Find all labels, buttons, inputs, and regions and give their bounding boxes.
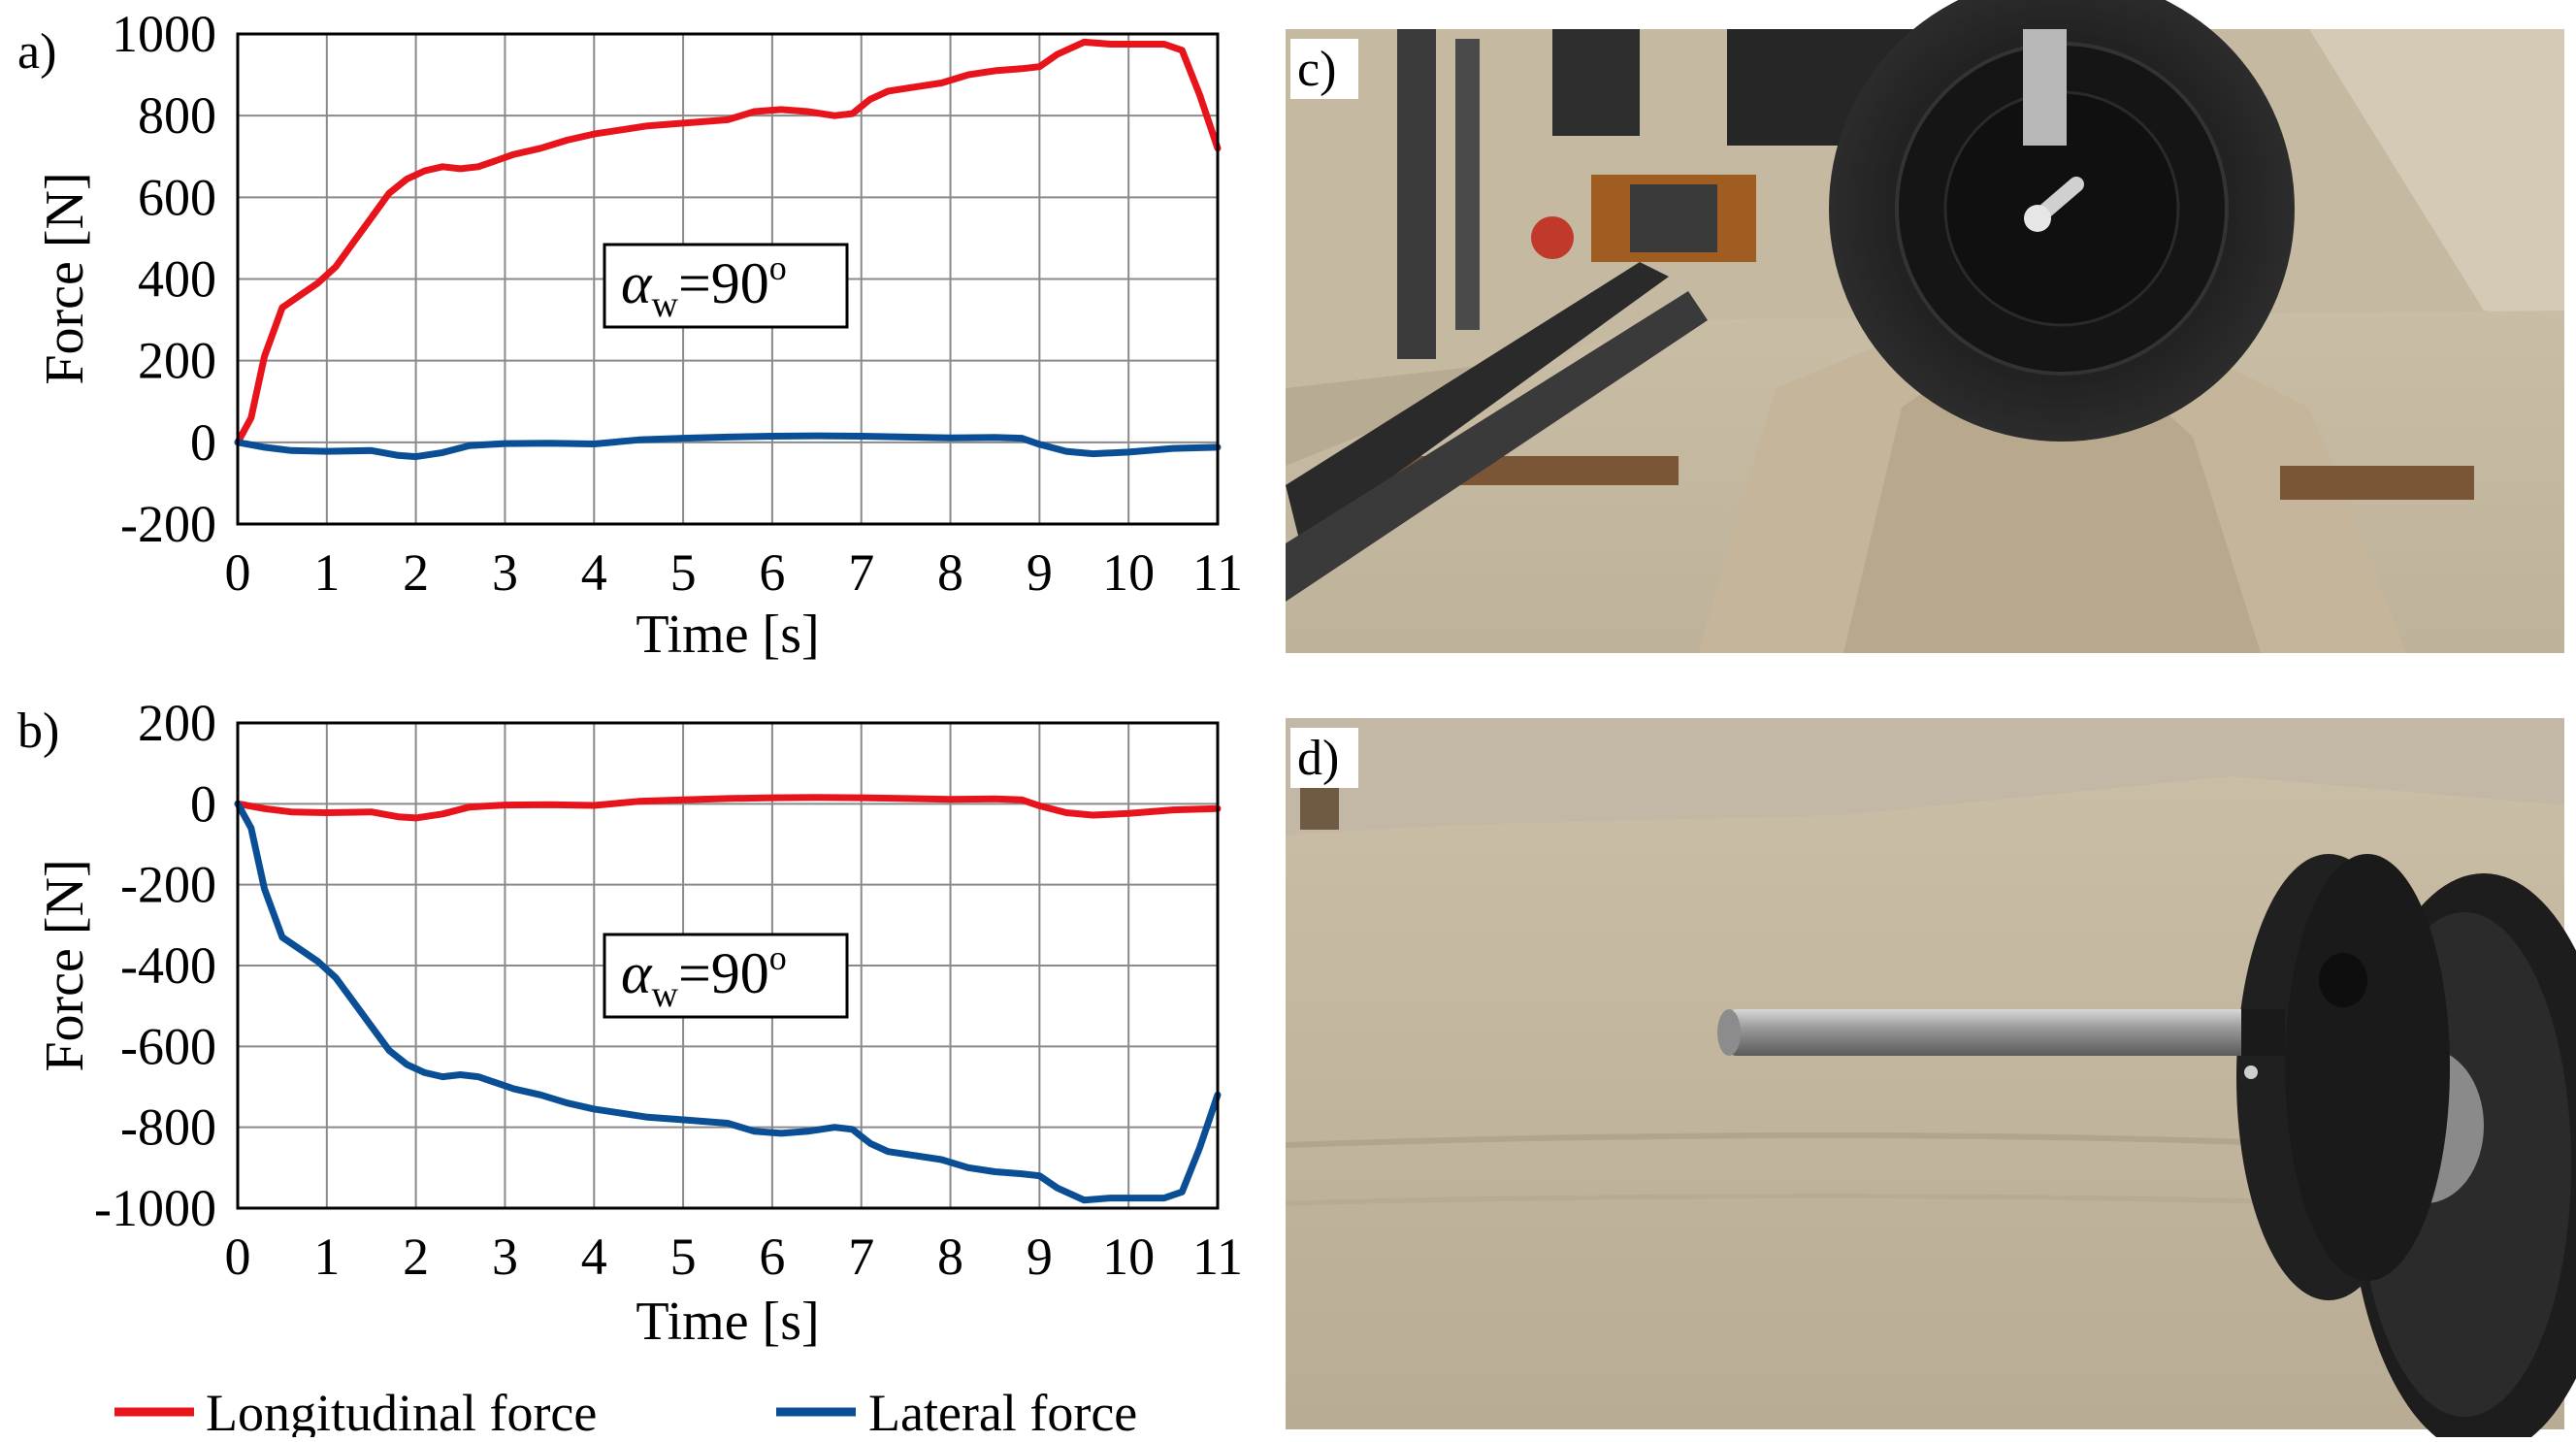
degree-sup-a: o [769, 248, 787, 287]
y-axis-label-a: Force [N] [35, 172, 95, 384]
x-ticks-a: 0 1 2 3 4 5 6 7 8 9 10 11 [225, 543, 1244, 602]
degree-sup-b: o [769, 938, 787, 977]
x-axis-label-a: Time [s] [636, 605, 819, 665]
x-tick-label-a-3: 3 [492, 543, 518, 602]
x-tick-label-b-7: 7 [848, 1228, 874, 1286]
y-axis-label-b: Force [N] [35, 859, 95, 1071]
x-tick-label-b-9: 9 [1027, 1228, 1053, 1286]
x-tick-label-b-10: 10 [1102, 1228, 1155, 1286]
x-tick-label-a-1: 1 [313, 543, 340, 602]
angle-value-a: =90 [678, 251, 769, 315]
x-tick-label-a-8: 8 [937, 543, 963, 602]
y-tick-label-b-5: 0 [190, 774, 216, 833]
x-tick-label-a-11: 11 [1192, 543, 1243, 602]
x-tick-label-b-1: 1 [313, 1228, 340, 1286]
alpha-symbol-a: α [621, 251, 653, 315]
panel-label-a: a) [17, 24, 56, 80]
x-tick-label-a-2: 2 [403, 543, 429, 602]
alpha-subscript-b: w [652, 974, 679, 1015]
angle-value-b: =90 [678, 941, 769, 1005]
x-axis-label-b: Time [s] [636, 1292, 819, 1352]
alpha-symbol-b: α [621, 941, 653, 1005]
series-line-a-lateral [234, 432, 1222, 461]
x-tick-label-a-10: 10 [1102, 543, 1155, 602]
y-tick-label-a-6: 1000 [112, 5, 216, 63]
y-ticks-b: -1000 -800 -600 -400 -200 0 200 [94, 694, 216, 1237]
legend-label-lateral: Lateral force [868, 1384, 1137, 1437]
x-tick-label-a-9: 9 [1027, 543, 1053, 602]
series-b [234, 794, 1222, 1204]
x-tick-label-b-6: 6 [759, 1228, 785, 1286]
y-tick-label-b-1: -800 [120, 1098, 216, 1157]
plot-frame-b [236, 721, 1220, 1210]
svg-text:αw=90o: αw=90o [621, 938, 787, 1015]
x-tick-label-b-4: 4 [581, 1228, 607, 1286]
y-tick-label-a-4: 600 [138, 168, 216, 226]
legend: Longitudinal force Lateral force [114, 1384, 1137, 1442]
panel-label-b: b) [17, 704, 59, 759]
x-tick-label-b-2: 2 [403, 1228, 429, 1286]
series-a [234, 38, 1222, 461]
legend-label-longitudinal: Longitudinal force [206, 1384, 597, 1437]
x-tick-label-a-0: 0 [225, 543, 251, 602]
y-tick-label-a-2: 200 [138, 332, 216, 390]
x-tick-label-b-11: 11 [1192, 1228, 1243, 1286]
x-tick-label-b-3: 3 [492, 1228, 518, 1286]
x-tick-label-b-5: 5 [670, 1228, 697, 1286]
photo-label-d: d) [1297, 731, 1339, 786]
x-tick-label-a-5: 5 [670, 543, 697, 602]
series-line-b-longitudinal [234, 794, 1222, 822]
y-tick-label-a-3: 400 [138, 250, 216, 309]
annotation-box-a: αw=90o [603, 243, 849, 329]
axle-d [1727, 1009, 2270, 1056]
annotation-box-b: αw=90o [603, 933, 849, 1019]
y-tick-label-b-4: -200 [120, 856, 216, 914]
alpha-subscript-a: w [652, 284, 679, 325]
x-ticks-b: 0 1 2 3 4 5 6 7 8 9 10 11 [225, 1228, 1244, 1286]
y-ticks-a: -200 0 200 400 600 800 1000 [112, 5, 216, 553]
y-tick-label-b-3: -400 [120, 936, 216, 995]
photo-label-c: c) [1297, 42, 1336, 97]
photo-d: d) [1285, 718, 2576, 1442]
plot-frame-a [236, 32, 1220, 526]
y-tick-label-a-1: 0 [190, 413, 216, 472]
y-tick-label-b-6: 200 [138, 694, 216, 752]
x-tick-label-b-8: 8 [937, 1228, 963, 1286]
series-line-b-lateral [234, 800, 1222, 1204]
y-tick-label-a-5: 800 [138, 86, 216, 145]
photo-c: c) [1286, 0, 2564, 653]
x-tick-label-b-0: 0 [225, 1228, 251, 1286]
x-tick-label-a-4: 4 [581, 543, 607, 602]
y-tick-label-b-2: -600 [120, 1017, 216, 1075]
series-line-a-longitudinal [234, 38, 1222, 446]
y-tick-label-b-0: -1000 [94, 1179, 216, 1237]
y-tick-label-a-0: -200 [120, 495, 216, 553]
chart-b: -1000 -800 -600 -400 -200 0 200 0 1 2 3 4 5 6 7 8 9 10 11… [17, 694, 1243, 1352]
x-tick-label-a-7: 7 [848, 543, 874, 602]
svg-text:αw=90o: αw=90o [621, 248, 787, 325]
x-tick-label-a-6: 6 [759, 543, 785, 602]
